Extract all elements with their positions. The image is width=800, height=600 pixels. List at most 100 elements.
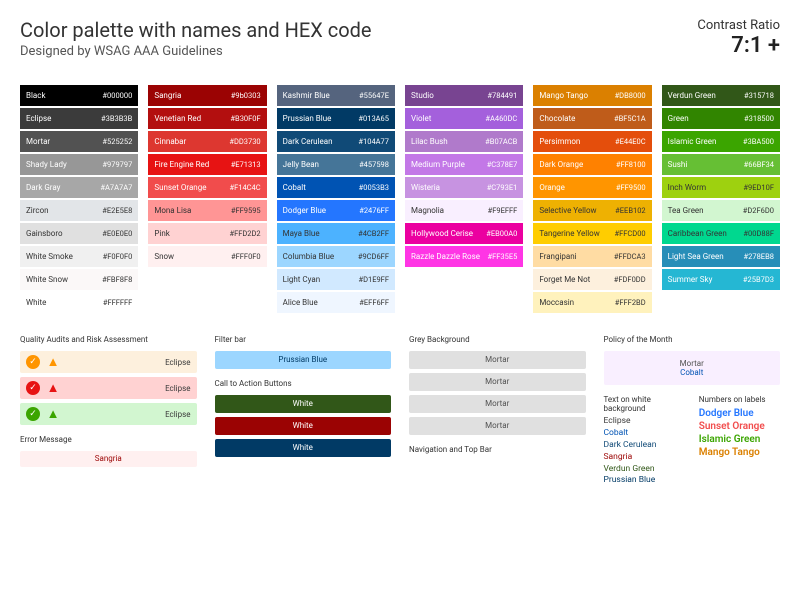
palette-columns: Black#000000Eclipse#3B3B3BMortar#525252S… — [20, 85, 780, 313]
color-swatch: Dark Cerulean#104A77 — [277, 131, 395, 152]
swatch-hex: #278EB8 — [744, 252, 774, 261]
color-swatch: Green#318500 — [662, 108, 780, 129]
color-swatch: Fire Engine Red#E71313 — [148, 154, 266, 175]
swatch-name: Dodger Blue — [283, 206, 326, 215]
warning-icon: ▲ — [46, 355, 60, 369]
swatch-name: Eclipse — [26, 114, 51, 123]
filter-pill: Prussian Blue — [215, 351, 392, 369]
color-swatch: Magnolia#F9EFFF — [405, 200, 523, 221]
swatch-hex: #B30F0F — [230, 114, 260, 123]
swatch-hex: #FFFFFF — [103, 298, 133, 307]
swatch-name: Sunset Orange — [154, 183, 206, 192]
swatch-name: Shady Lady — [26, 160, 67, 169]
header: Color palette with names and HEX code De… — [20, 18, 780, 59]
color-swatch: Tangerine Yellow#FFCD00 — [533, 223, 651, 244]
color-swatch: Sushi#66BF34 — [662, 154, 780, 175]
swatch-name: Black — [26, 91, 46, 100]
swatch-hex: #C793E1 — [487, 183, 518, 192]
color-swatch: Alice Blue#EFF6FF — [277, 292, 395, 313]
swatch-name: Inch Worm — [668, 183, 706, 192]
palette-column: Kashmir Blue#55647EPrussian Blue#013A65D… — [277, 85, 395, 313]
text-sample: Verdun Green — [604, 464, 685, 476]
swatch-name: Summer Sky — [668, 275, 713, 284]
swatch-name: Mango Tango — [539, 91, 588, 100]
palette-column: Verdun Green#315718Green#318500Islamic G… — [662, 85, 780, 313]
swatch-hex: #4CB2FF — [358, 229, 389, 238]
swatch-name: Frangipani — [539, 252, 576, 261]
color-swatch: Caribbean Green#00D88F — [662, 223, 780, 244]
swatch-name: Venetian Red — [154, 114, 201, 123]
color-swatch: Pink#FFD2D2 — [148, 223, 266, 244]
swatch-name: Selective Yellow — [539, 206, 596, 215]
text-sample: Sangria — [604, 452, 685, 464]
palette-column: Mango Tango#DB8000Chocolate#BF5C1APersim… — [533, 85, 651, 313]
warning-icon: ▲ — [46, 407, 60, 421]
color-swatch: Mona Lisa#FF9595 — [148, 200, 266, 221]
swatch-hex: #9CD6FF — [358, 252, 389, 261]
audits-column: Quality Audits and Risk Assessment ✓▲Ecl… — [20, 335, 197, 487]
error-pill: Sangria — [20, 451, 197, 467]
swatch-hex: #EB00A0 — [486, 229, 517, 238]
number-sample: Islamic Green — [699, 433, 780, 446]
cta-pill: White — [215, 417, 392, 435]
cta-pill: White — [215, 395, 392, 413]
number-sample: Mango Tango — [699, 446, 780, 459]
color-swatch: White #FFFFFF — [20, 292, 138, 313]
swatch-hex: #E0E0E0 — [102, 229, 132, 238]
audits-label: Quality Audits and Risk Assessment — [20, 335, 197, 344]
swatch-hex: #D1E9FF — [358, 275, 389, 284]
swatch-hex: #E71313 — [231, 160, 261, 169]
swatch-hex: #FFD2D2 — [229, 229, 260, 238]
color-swatch: Gainsboro#E0E0E0 — [20, 223, 138, 244]
grey-column: Grey Background MortarMortarMortarMortar… — [409, 335, 586, 487]
swatch-name: White Smoke — [26, 252, 73, 261]
color-swatch: Chocolate #BF5C1A — [533, 108, 651, 129]
swatch-hex: #A7A7A7 — [100, 183, 132, 192]
swatch-hex: #F14C4C — [229, 183, 260, 192]
color-swatch: Shady Lady #979797 — [20, 154, 138, 175]
color-swatch: Wisteria#C793E1 — [405, 177, 523, 198]
swatch-name: Chocolate — [539, 114, 575, 123]
color-swatch: Dodger Blue#2476FF — [277, 200, 395, 221]
color-swatch: Summer Sky #25B7D3 — [662, 269, 780, 290]
audit-label: Eclipse — [165, 410, 190, 419]
swatch-hex: #BF5C1A — [614, 114, 646, 123]
swatch-name: Cobalt — [283, 183, 306, 192]
swatch-name: Light Cyan — [283, 275, 320, 284]
text-sample: Cobalt — [604, 428, 685, 440]
swatch-hex: #25B7D3 — [743, 275, 774, 284]
color-swatch: Inch Worm#9ED10F — [662, 177, 780, 198]
swatch-name: Light Sea Green — [668, 252, 724, 261]
swatch-hex: #979797 — [102, 160, 132, 169]
text-sample: Eclipse — [604, 416, 685, 428]
color-swatch: Snow#FFF0F0 — [148, 246, 266, 267]
color-swatch: Venetian Red #B30F0F — [148, 108, 266, 129]
check-icon: ✓ — [26, 407, 40, 421]
swatch-name: Mortar — [26, 137, 50, 146]
swatch-name: White — [26, 298, 46, 307]
policy-line-1: Mortar — [604, 359, 781, 368]
swatch-hex: #EFF6FF — [359, 298, 389, 307]
swatch-name: Hollywood Cerise — [411, 229, 473, 238]
swatch-name: Razzle Dazzle Rose — [411, 252, 480, 261]
swatch-hex: #3B3B3B — [101, 114, 132, 123]
swatch-name: Caribbean Green — [668, 229, 727, 238]
swatch-hex: #DB8000 — [615, 91, 646, 100]
swatch-name: Tangerine Yellow — [539, 229, 599, 238]
policy-text-column: Policy of the Month Mortar Cobalt Text o… — [604, 335, 781, 487]
swatch-hex: #FDF0DD — [614, 275, 646, 284]
swatch-name: Dark Gray — [26, 183, 60, 192]
swatch-hex: #FF8100 — [616, 160, 646, 169]
swatch-hex: #F0F0F0 — [103, 252, 133, 261]
swatch-name: Tea Green — [668, 206, 704, 215]
swatch-hex: #FF9595 — [231, 206, 261, 215]
number-sample: Dodger Blue — [699, 407, 780, 420]
color-swatch: Mango Tango #DB8000 — [533, 85, 651, 106]
color-swatch: White Snow#FBF8F8 — [20, 269, 138, 290]
color-swatch: Mortar#525252 — [20, 131, 138, 152]
swatch-name: Dark Cerulean — [283, 137, 333, 146]
color-swatch: Dark Gray #A7A7A7 — [20, 177, 138, 198]
swatch-hex: #318500 — [744, 114, 774, 123]
audit-row: ✓▲Eclipse — [20, 351, 197, 373]
color-swatch: Dark Orange#FF8100 — [533, 154, 651, 175]
